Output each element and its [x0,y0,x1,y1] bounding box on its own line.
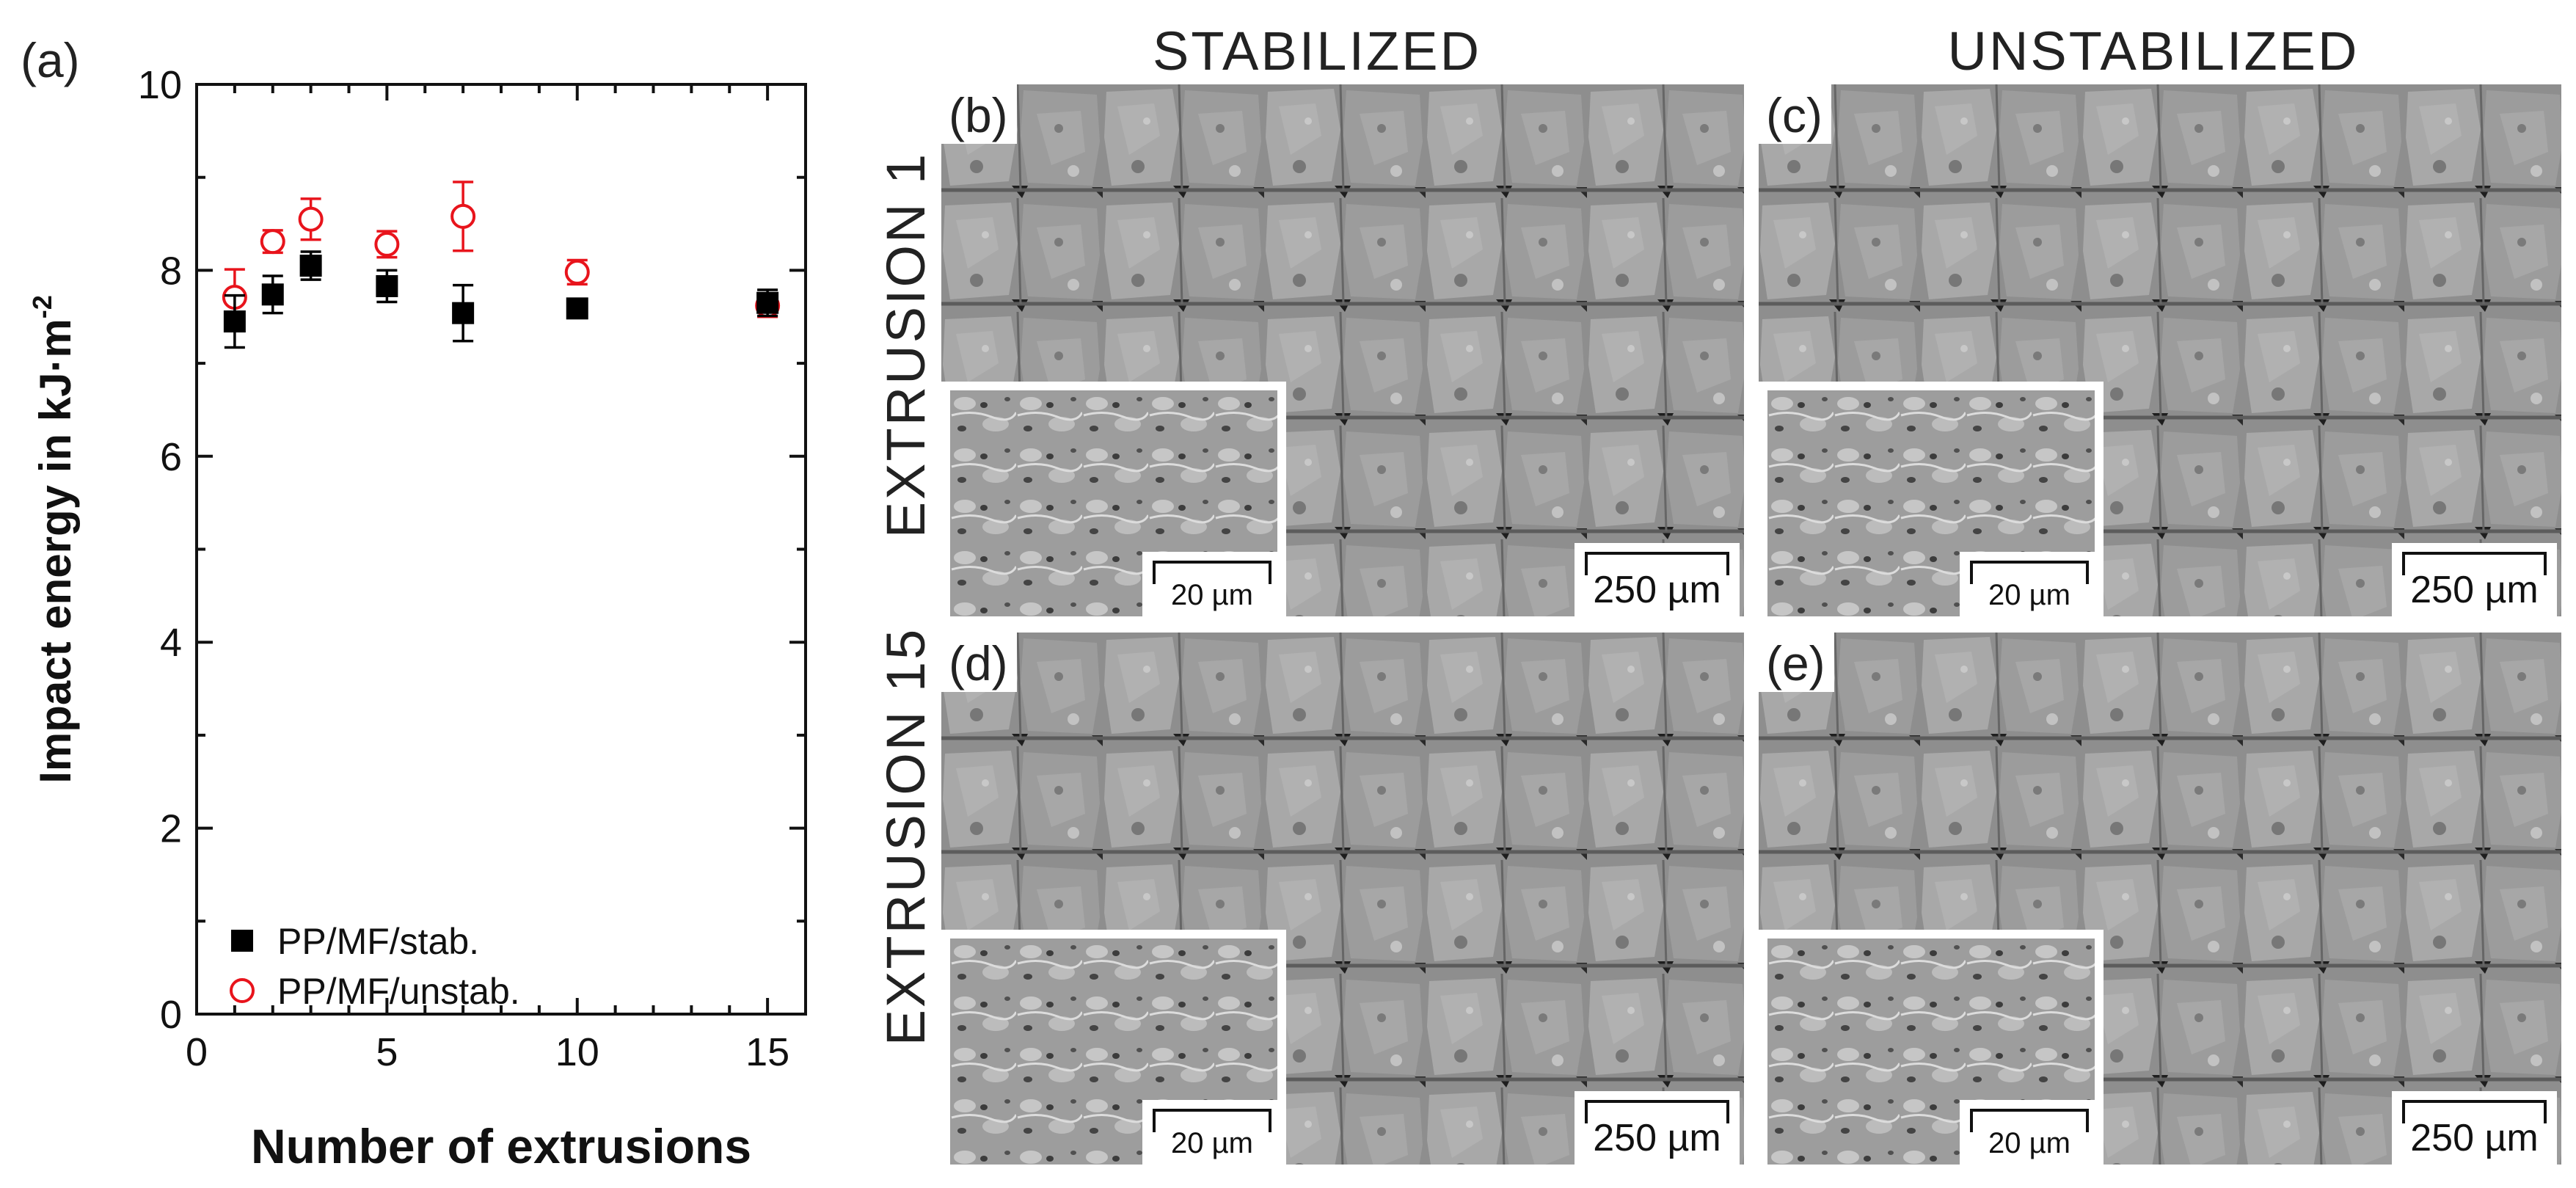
legend-marker-unstab [230,978,255,1003]
legend-label: PP/MF/stab. [277,921,479,962]
inset-scale-bar: 20 µm [1960,1100,2099,1165]
main-scale-bar: 250 µm [2392,1091,2557,1165]
data-point-unstab [298,206,324,232]
data-point-unstab [450,203,476,229]
row-header-extrusion-1: EXTRUSION 1 [875,151,936,539]
inset-scale-bar: 20 µm [1960,552,2099,616]
y-tick-label: 2 [160,807,182,851]
x-tick-label: 10 [555,1030,599,1074]
micrograph-panel-e: (e) 20 µm 250 µm [1759,633,2561,1165]
inset-scale-label: 20 µm [1988,1127,2070,1159]
panel-label-e: (e) [1759,633,1834,693]
y-axis-label-sup: -2 [27,295,57,318]
y-tick-label: 10 [138,63,182,107]
y-tick-label: 6 [160,435,182,479]
main-scale-line [1585,552,1729,575]
inset-scale-label: 20 µm [1988,579,2070,611]
plot-area: 0 5 10 15 0 2 4 6 8 10 PP/MF/stab. PP/MF/unstab. [138,63,807,1074]
data-point-stab [299,255,322,277]
inset-scale-label: 20 µm [1171,1127,1253,1159]
y-tick-label: 8 [160,249,182,293]
inset-micrograph: 20 µm [1759,930,2104,1165]
inset-micrograph: 20 µm [941,930,1286,1165]
panel-label-c: (c) [1759,84,1831,145]
x-tick-label: 0 [186,1030,208,1074]
data-point-stab [452,302,475,324]
legend-marker-stab [231,930,253,952]
y-axis-label-main: Impact energy in kJ·m [31,318,80,784]
data-point-unstab [260,229,285,255]
main-scale-label: 250 µm [1593,1117,1721,1159]
main-scale-line [2402,552,2547,575]
panel-label-b: (b) [941,84,1017,145]
data-point-unstab [374,231,400,257]
main-scale-label: 250 µm [2410,569,2539,611]
y-axis-label: Impact energy in kJ·m-2 [27,295,80,784]
x-tick-label: 15 [745,1030,789,1074]
x-axis-label: Number of extrusions [251,1119,751,1173]
inset-image [1767,390,2095,616]
inset-scale-line [1970,1109,2089,1132]
chart-panel-label: (a) [21,33,80,87]
main-scale-bar: 250 µm [1575,1091,1740,1165]
main-scale-bar: 250 µm [1575,543,1740,616]
inset-scale-bar: 20 µm [1142,552,1282,616]
legend-label: PP/MF/unstab. [277,971,520,1012]
data-point-stab [566,297,588,320]
x-tick-label: 5 [376,1030,398,1074]
row-header-extrusion-15: EXTRUSION 15 [875,627,936,1046]
main-scale-label: 250 µm [1593,569,1721,611]
inset-scale-line [1153,1109,1271,1132]
inset-scale-line [1970,561,2089,584]
main-scale-label: 250 µm [2410,1117,2539,1159]
data-point-stab [261,283,284,306]
y-tick-label: 4 [160,621,182,665]
micrograph-panel-b: (b) 20 µm 250 µm [941,84,1744,616]
inset-micrograph: 20 µm [1759,382,2104,616]
column-header-unstabilized: UNSTABILIZED [1947,21,2360,81]
data-point-unstab [564,259,590,285]
inset-scale-label: 20 µm [1171,579,1253,611]
impact-energy-chart: (a) 0 5 10 15 0 2 4 6 8 10 PP/MF/stab. PP/MF/unstab… [21,33,807,1173]
inset-scale-line [1153,561,1271,584]
data-point-stab [376,274,398,297]
main-scale-line [1585,1100,1729,1123]
inset-micrograph: 20 µm [941,382,1286,616]
panel-label-d: (d) [941,633,1017,693]
main-scale-bar: 250 µm [2392,543,2557,616]
data-point-stab [223,310,246,333]
plot-frame [195,83,807,1016]
inset-scale-bar: 20 µm [1142,1100,1282,1165]
y-tick-label: 0 [160,993,182,1037]
micrograph-panel-d: (d) 20 µm 250 µm [941,633,1744,1165]
column-header-stabilized: STABILIZED [1152,21,1482,81]
main-scale-line [2402,1100,2547,1123]
data-point-stab [756,291,779,314]
inset-image [950,390,1277,616]
micrograph-panel-c: (c) 20 µm 250 µm [1759,84,2561,616]
